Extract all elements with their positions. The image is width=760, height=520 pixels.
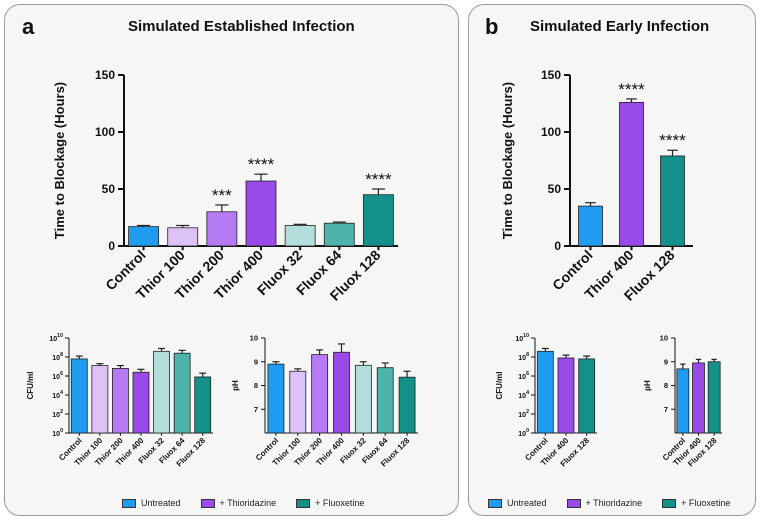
legend-b-swatch-untreated [488, 498, 502, 508]
panel-a-title: Simulated Established Infection [128, 18, 355, 35]
a_main-bar-thior-400 [245, 180, 277, 247]
legend-a: Untreated + Thioridazine + Fluoxetine [122, 498, 378, 508]
legend-b-label-thioridazine: + Thioridazine [585, 498, 643, 508]
a_ph-ytick-label: 8 [254, 381, 258, 390]
a_main-significance: *** [212, 186, 232, 205]
legend-item-fluoxetine: + Fluoxetine [296, 498, 364, 508]
legend-label-fluoxetine: + Fluoxetine [315, 498, 365, 508]
b_ph-bar-control [676, 368, 690, 434]
b_ph-ytick-label: 9 [664, 357, 668, 366]
a_cfu-bar-thior-100 [91, 365, 109, 434]
legend-b: Untreated + Thioridazine + Fluoxetine [488, 498, 744, 508]
b_main-y-label: Time to Blockage (Hours) [500, 82, 515, 239]
b_main-significance: **** [618, 80, 645, 99]
a_ph-bar-control [267, 363, 285, 434]
panel-a-label: a [22, 14, 35, 39]
a_cfu-ytick-label: 106 [52, 371, 63, 381]
legend-label-thioridazine: + Thioridazine [219, 498, 277, 508]
legend-b-label-untreated: Untreated [507, 498, 547, 508]
a_ph-bar-thior-100 [289, 370, 307, 434]
a_ph-bar-thior-400 [333, 351, 350, 434]
a_cfu-bar-thior-200 [112, 367, 129, 434]
a_ph-y-label: pH [231, 380, 240, 391]
b_cfu-ytick-label: 104 [518, 390, 529, 400]
b_main-bar-thior-400 [619, 101, 644, 247]
a_cfu-bar-fluox-32 [153, 350, 170, 434]
a_main-y-label: Time to Blockage (Hours) [52, 82, 67, 239]
legend-b-swatch-fluoxetine [662, 498, 677, 508]
a_ph-ytick-label: 10 [250, 334, 258, 343]
b_cfu-ytick-label: 102 [518, 409, 529, 419]
legend-item-thioridazine: + Thioridazine [200, 498, 277, 508]
b_main-significance: **** [659, 131, 686, 150]
a_ph-ytick-label: 7 [254, 405, 258, 414]
b_main-ytick-label: 100 [541, 125, 561, 139]
a_main-bar-fluox-32 [284, 225, 316, 247]
a_cfu-bar-thior-400 [132, 371, 150, 434]
b_main-ytick-label: 50 [548, 182, 562, 196]
b_ph-ytick-label: 7 [664, 405, 668, 414]
a_main-bar-control [128, 226, 159, 247]
b_cfu-bar-fluox-128 [578, 358, 596, 434]
a_cfu-ytick-label: 100 [52, 428, 63, 438]
a_cfu-ytick-label: 1010 [49, 333, 63, 343]
b_ph-bar-fluox-128 [707, 361, 721, 434]
a_cfu-ytick-label: 102 [52, 409, 63, 419]
a_main-ytick-label: 0 [108, 239, 115, 253]
b_ph-y-label: pH [643, 380, 652, 391]
b_cfu-bar-control [536, 350, 554, 434]
a_cfu-bar-control [70, 358, 88, 434]
a_main-ytick-label: 150 [95, 68, 115, 82]
b_cfu-y-label: CFU/ml [495, 372, 504, 400]
legend-item-untreated: Untreated [122, 498, 181, 508]
b_ph-ytick-label: 10 [660, 334, 668, 343]
legend-swatch-fluoxetine [296, 498, 311, 508]
b_cfu-ytick-label: 100 [518, 428, 529, 438]
b_main-bar-control [578, 205, 603, 247]
b_cfu-ytick-label: 106 [518, 371, 529, 381]
a_main-significance: **** [248, 155, 275, 174]
a_cfu-y-label: CFU/ml [26, 372, 35, 400]
a_ph-bar-thior-200 [311, 354, 329, 434]
b_main-bar-fluox-128 [660, 155, 685, 247]
b_cfu-ytick-label: 1010 [515, 333, 529, 343]
panel-b-label: b [485, 14, 499, 39]
b_ph-ytick-label: 8 [664, 381, 668, 390]
legend-b-swatch-thioridazine [566, 498, 581, 508]
b_main-ytick-label: 150 [541, 68, 561, 82]
a_cfu-ytick-label: 104 [52, 390, 63, 400]
b_cfu-ytick-label: 108 [518, 352, 529, 362]
legend-b-item-untreated: Untreated [488, 498, 547, 508]
a_cfu-bar-fluox-128 [194, 376, 212, 434]
legend-swatch-untreated [122, 498, 136, 508]
a_cfu-ytick-label: 108 [52, 352, 63, 362]
a_cfu-bar-fluox-64 [173, 352, 191, 434]
a_ph-bar-fluox-128 [398, 376, 416, 434]
a_ph-bar-fluox-32 [354, 364, 372, 434]
a_main-significance: **** [365, 170, 392, 189]
b_cfu-bar-thior-400 [557, 357, 575, 434]
b_main-ytick-label: 0 [554, 239, 561, 253]
a_main-bar-thior-100 [167, 227, 199, 247]
a_main-bar-thior-200 [206, 211, 238, 247]
legend-b-label-fluoxetine: + Fluoxetine [681, 498, 731, 508]
legend-label-untreated: Untreated [141, 498, 181, 508]
a_ph-bar-fluox-64 [376, 367, 394, 434]
b_ph-bar-thior-400 [692, 362, 705, 434]
panel-b-title: Simulated Early Infection [530, 18, 710, 35]
a_ph-ytick-label: 9 [254, 357, 258, 366]
a_main-ytick-label: 50 [102, 182, 116, 196]
legend-b-item-fluoxetine: + Fluoxetine [662, 498, 730, 508]
legend-swatch-thioridazine [200, 498, 215, 508]
a_main-bar-fluox-128 [363, 194, 394, 247]
a_main-ytick-label: 100 [95, 125, 115, 139]
legend-b-item-thioridazine: + Thioridazine [566, 498, 643, 508]
a_main-bar-fluox-64 [323, 222, 355, 247]
